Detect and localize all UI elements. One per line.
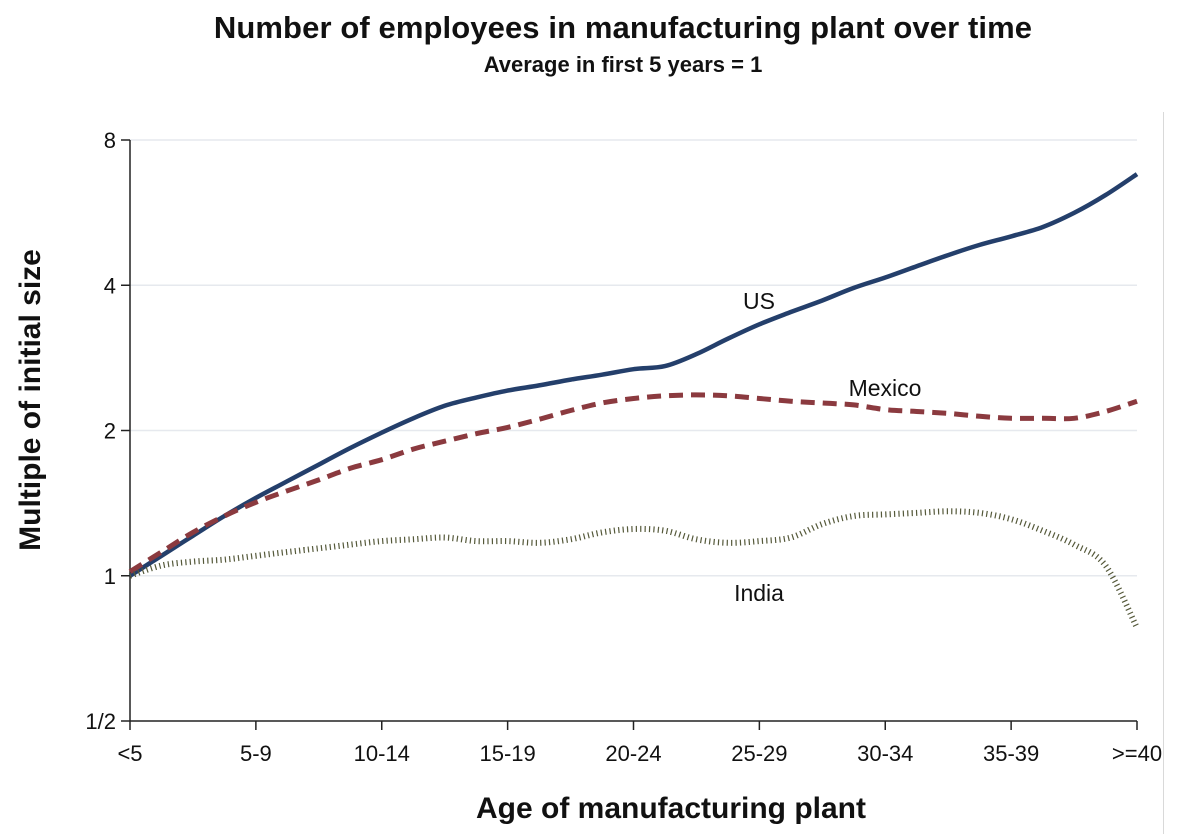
chart-title: Number of employees in manufacturing pla…	[213, 10, 1033, 45]
x-tick-label: 35-39	[983, 741, 1039, 766]
y-axis-title: Multiple of initial size	[14, 249, 47, 551]
x-tick-label: 30-34	[857, 741, 913, 766]
series-lines	[128, 172, 1140, 630]
x-tick-label: 20-24	[605, 741, 661, 766]
x-tick-label: 25-29	[731, 741, 787, 766]
y-tick-label: 1	[104, 564, 116, 589]
series-label-mexico: Mexico	[849, 375, 922, 401]
image-frame-edge	[1163, 112, 1164, 834]
x-tick-label: <5	[117, 741, 142, 766]
y-axis: 1/2 1 2 4 8	[85, 128, 131, 734]
x-axis: <5 5-9 10-14 15-19 20-24 25-29 30-34 35-39 >=40	[117, 720, 1162, 766]
chart-subtitle: Average in first 5 years = 1	[483, 52, 763, 77]
series-line-india	[129, 508, 1140, 630]
y-tick-label: 4	[104, 273, 116, 298]
x-tick-label: >=40	[1112, 741, 1162, 766]
series-label-us: US	[743, 288, 775, 314]
series-line-mexico	[128, 392, 1138, 574]
x-axis-title: Age of manufacturing plant	[476, 792, 866, 825]
y-tick-label: 1/2	[85, 709, 116, 734]
gridlines	[130, 139, 1137, 577]
series-line-us	[128, 172, 1139, 578]
x-tick-label: 10-14	[354, 741, 410, 766]
y-tick-label: 2	[104, 419, 116, 444]
series-label-india: India	[734, 580, 784, 606]
x-tick-label: 5-9	[240, 741, 272, 766]
x-tick-label: 15-19	[479, 741, 535, 766]
y-tick-label: 8	[104, 128, 116, 153]
